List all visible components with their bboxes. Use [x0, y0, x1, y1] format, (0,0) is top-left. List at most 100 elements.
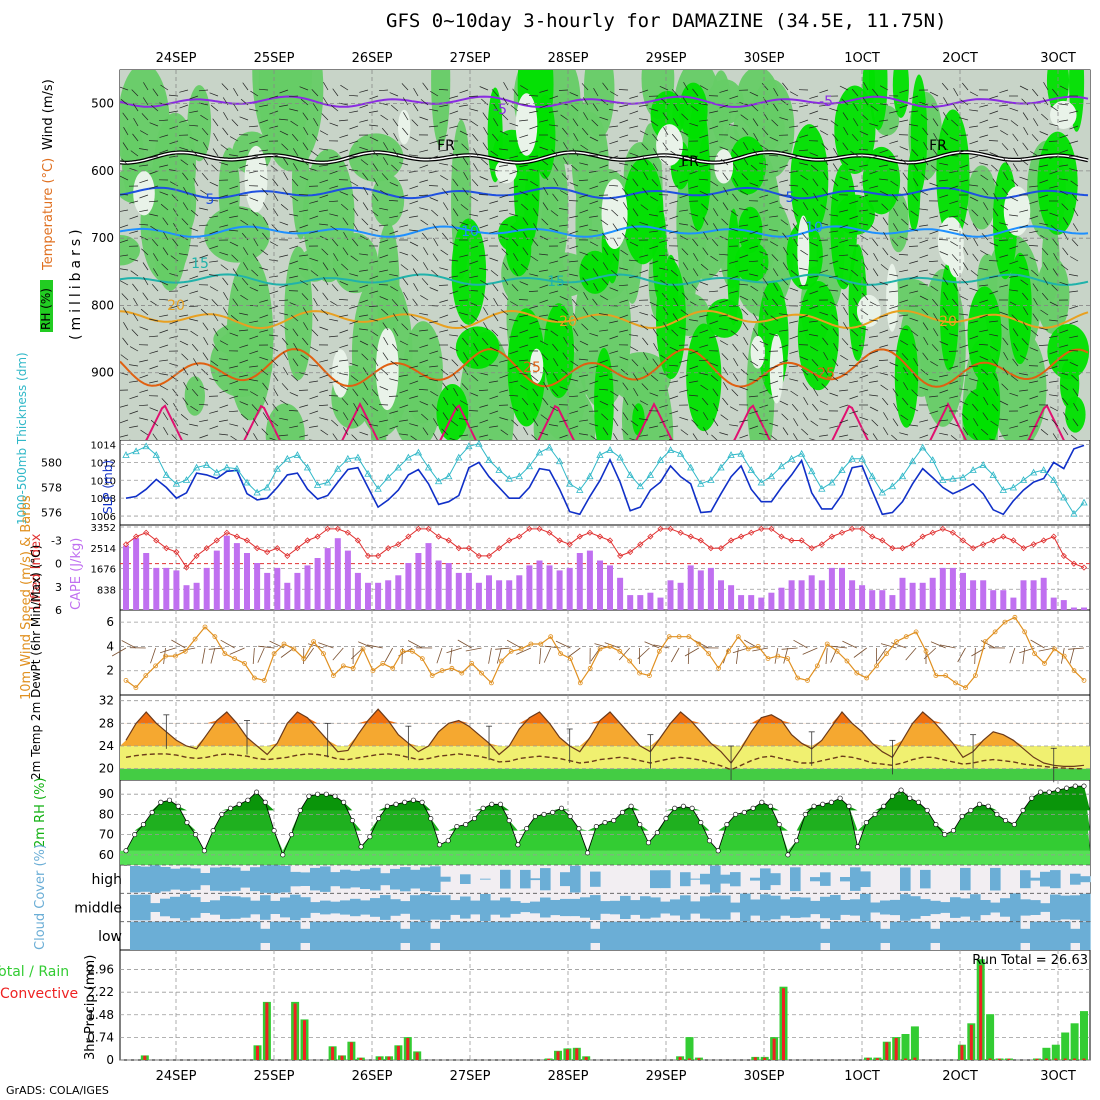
- wind-barb: [589, 136, 599, 142]
- wind-barb: [469, 230, 479, 233]
- wind-barb: [999, 222, 1009, 226]
- cloud-cell: [530, 901, 541, 914]
- wind-speed-panel: 246: [106, 614, 1090, 691]
- lifted-index-point: [233, 533, 240, 540]
- wind-barb: [651, 314, 659, 322]
- cloud-cell: [810, 877, 821, 882]
- wind-barb: [859, 359, 869, 363]
- wind-barb: [559, 208, 569, 211]
- wind-barb: [609, 350, 619, 354]
- wind-barb: [769, 185, 779, 190]
- lifted-index-point: [939, 525, 946, 532]
- wind-barb: [123, 127, 129, 136]
- wind-barb: [948, 155, 959, 157]
- wind-barb: [1069, 290, 1079, 293]
- wind-barb: [442, 412, 449, 421]
- wind-barb: [321, 248, 329, 256]
- wind-barb: [689, 185, 699, 189]
- cloud-cell: [680, 872, 691, 887]
- wind-barb: [120, 99, 129, 106]
- wind-barb: [239, 344, 249, 349]
- lifted-index-point: [1000, 533, 1007, 540]
- wind-barb: [831, 645, 848, 649]
- precip-convective-bar: [913, 1057, 917, 1060]
- wind-barb: [340, 84, 349, 91]
- wind-barb: [203, 337, 209, 346]
- wind-barb: [633, 388, 639, 397]
- wind-barb: [872, 268, 879, 277]
- lifted-index-point: [606, 537, 614, 544]
- wind-barb: [229, 241, 239, 247]
- wind-barb: [1019, 239, 1029, 243]
- wind-barb: [589, 200, 599, 205]
- rh-region: [204, 206, 270, 263]
- wind-barb: [971, 209, 979, 217]
- wind-barb: [288, 230, 299, 233]
- wind-barb: [683, 82, 689, 91]
- wind-barb: [999, 434, 1009, 437]
- wind-barb: [259, 119, 269, 124]
- wind-barb: [760, 263, 769, 271]
- wind-barb: [899, 327, 909, 331]
- wind-barb: [523, 427, 529, 436]
- wind-barb: [869, 170, 879, 175]
- wind-barb: [292, 328, 299, 337]
- rh-point: [837, 795, 843, 801]
- rh-point: [201, 848, 207, 854]
- wind-barb: [850, 150, 859, 157]
- wind-barb: [332, 88, 339, 97]
- wind-barb: [341, 263, 349, 271]
- wind-barb: [129, 380, 139, 383]
- wind-barb: [508, 200, 519, 202]
- wind-barb: [259, 104, 269, 108]
- wind-barb: [172, 238, 179, 247]
- wind-barb: [446, 647, 462, 654]
- wind-barb: [449, 125, 459, 129]
- wind-barb: [129, 230, 139, 234]
- wind-barb: [530, 375, 539, 382]
- wind-barb: [550, 406, 559, 412]
- rh-region: [579, 250, 611, 294]
- wind-barb: [791, 403, 799, 412]
- wind-barb: [863, 277, 869, 286]
- rh-point: [828, 799, 834, 805]
- wind-barb: [141, 113, 149, 121]
- wind-barb: [639, 269, 649, 274]
- cape-bar: [839, 567, 845, 610]
- cloud-cell: [650, 870, 661, 889]
- rh-region: [967, 165, 997, 230]
- wind-barb: [753, 328, 759, 337]
- wind-barb: [779, 295, 789, 301]
- wind-barb: [251, 404, 259, 412]
- rh-point: [297, 807, 303, 813]
- wind-barb: [503, 277, 509, 286]
- wind-barb: [161, 398, 169, 406]
- precip-convective-bar: [1044, 1058, 1048, 1060]
- wind-barb: [338, 299, 349, 301]
- wind-barb: [802, 412, 809, 421]
- wind-barb: [849, 230, 859, 234]
- wind-barb: [171, 194, 179, 202]
- wind-barb: [859, 223, 869, 226]
- wind-speed-point: [1042, 661, 1047, 666]
- wind-barb: [1049, 123, 1059, 127]
- wind-barb: [980, 428, 989, 436]
- cape-bar: [849, 580, 856, 610]
- wind-barb: [713, 403, 719, 412]
- wind-barb: [259, 267, 269, 271]
- y-axis-label: 1000-500mb Thickness (dm): [15, 352, 29, 525]
- cloud-cell: [650, 921, 661, 950]
- wind-barb: [539, 340, 549, 346]
- wind-barb: [133, 298, 139, 307]
- cape-bar: [738, 595, 745, 610]
- wind-barb: [699, 372, 709, 376]
- wind-barb: [212, 148, 219, 157]
- cloud-cell: [1020, 928, 1031, 943]
- precip-convective-bar: [772, 1038, 776, 1060]
- wind-barb: [749, 273, 759, 277]
- precip-convective-bar: [378, 1056, 382, 1060]
- wind-barb: [798, 284, 809, 287]
- rh-region: [729, 136, 767, 195]
- lifted-index-point: [909, 541, 916, 548]
- cape-bar: [798, 580, 805, 610]
